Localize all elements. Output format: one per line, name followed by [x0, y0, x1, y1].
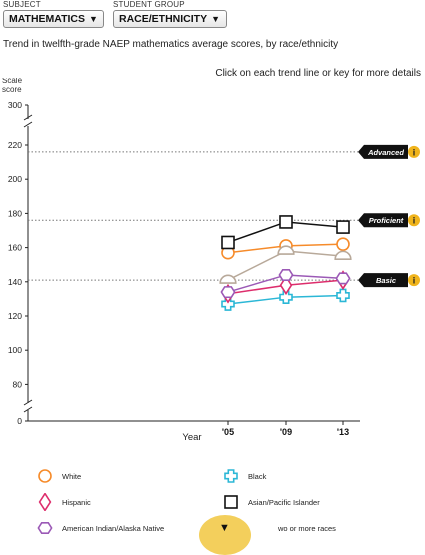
info-icon[interactable] [408, 214, 420, 227]
achievement-level-label[interactable]: Basic [376, 276, 397, 285]
y-tick-label: 120 [8, 311, 22, 321]
achievement-level-label[interactable]: Advanced [367, 148, 404, 157]
legend-marker-black [224, 469, 238, 483]
info-icon[interactable] [408, 274, 420, 287]
data-point-black[interactable] [279, 290, 293, 304]
x-axis-label: Year [182, 432, 201, 443]
y-tick-label: 180 [8, 208, 22, 218]
data-point-american-indian-alaska-native[interactable] [278, 268, 294, 281]
info-icon-glyph: i [413, 147, 416, 157]
axis-break-mark [23, 114, 33, 128]
chevron-down-icon: ▼ [211, 14, 221, 24]
legend-label: wo or more races [278, 523, 336, 533]
x-tick-label: '05 [222, 427, 234, 437]
data-point-hispanic[interactable] [279, 275, 293, 296]
y-tick-label: 300 [8, 100, 22, 110]
legend-item-american-indian-alaska-native[interactable]: American Indian/Alaska Native [36, 519, 164, 537]
achievement-level-badge[interactable] [358, 144, 408, 159]
info-icon[interactable] [408, 145, 420, 158]
chevron-down-icon: ▼ [219, 522, 230, 534]
legend-label: Asian/Pacific Islander [248, 497, 320, 507]
y-tick-label: 140 [8, 277, 22, 287]
chart-subtitle: Trend in twelfth-grade NAEP mathematics … [3, 39, 339, 50]
legend-marker-shape [38, 469, 52, 483]
legend-item-white[interactable]: White [36, 467, 81, 485]
achievement-level-badge[interactable] [358, 273, 408, 288]
y-tick-label: 0 [17, 416, 22, 426]
trend-chart: Scale score 300 220 200 180 160 140 120 100 80 0 '05… [2, 78, 420, 443]
axis-break-mark [23, 399, 33, 413]
student-group-dropdown[interactable]: RACE/ETHNICITY ▼ [113, 10, 227, 28]
data-point-asian-pacific-islander[interactable] [221, 235, 235, 250]
student-group-value: RACE/ETHNICITY [119, 13, 208, 25]
chevron-down-icon: ▼ [89, 14, 98, 24]
x-tick-label: '09 [280, 427, 292, 437]
legend-marker-shape [38, 493, 52, 511]
legend-marker-shape [224, 495, 238, 509]
info-icon-glyph: i [413, 276, 416, 286]
legend-marker-shape [37, 522, 53, 534]
legend-label: White [62, 471, 82, 481]
info-icon-glyph: i [413, 216, 416, 226]
y-tick-label: 80 [13, 379, 23, 389]
chart-instruction: Click on each trend line or key for more… [215, 68, 421, 79]
subject-value: MATHEMATICS [9, 13, 86, 25]
y-axis-label: Scale score [2, 78, 23, 94]
data-point-asian-pacific-islander[interactable] [279, 215, 293, 229]
legend-item-asian-pacific-islander[interactable]: Asian/Pacific Islander [222, 493, 320, 511]
expand-legend-button[interactable]: ▼ [199, 515, 251, 555]
data-point-asian-pacific-islander[interactable] [336, 220, 350, 234]
data-point-american-indian-alaska-native[interactable] [220, 286, 236, 299]
data-point-black[interactable] [221, 297, 235, 311]
legend-marker-hispanic [38, 493, 52, 511]
data-point-two-or-more-races[interactable] [334, 250, 352, 260]
data-point-two-or-more-races[interactable] [219, 274, 237, 284]
y-tick-label: 100 [8, 345, 22, 355]
subject-dropdown[interactable]: MATHEMATICS ▼ [3, 10, 104, 28]
legend-label: American Indian/Alaska Native [62, 523, 165, 533]
data-point-black[interactable] [336, 288, 350, 303]
achievement-level-badge[interactable] [358, 213, 408, 228]
legend-label: Hispanic [62, 497, 91, 507]
subject-label: SUBJECT [3, 0, 41, 9]
legend-marker-white [38, 469, 52, 483]
achievement-level-label[interactable]: Proficient [369, 216, 404, 225]
student-group-label: STUDENT GROUP [113, 0, 185, 9]
data-point-white[interactable] [336, 237, 350, 251]
legend-marker-asian-pacific-islander [224, 495, 238, 509]
x-tick-label: '13 [337, 427, 349, 437]
legend-marker-american-indian-alaska-native [37, 522, 53, 534]
y-tick-label: 160 [8, 243, 22, 253]
y-tick-label: 220 [8, 140, 22, 150]
legend-item-black[interactable]: Black [222, 467, 266, 485]
y-tick-label: 200 [8, 174, 22, 184]
legend-item-hispanic[interactable]: Hispanic [36, 493, 91, 511]
legend-label: Black [248, 471, 267, 481]
data-point-american-indian-alaska-native[interactable] [335, 272, 351, 285]
data-point-two-or-more-races[interactable] [277, 245, 295, 255]
legend-marker-shape [224, 469, 238, 483]
